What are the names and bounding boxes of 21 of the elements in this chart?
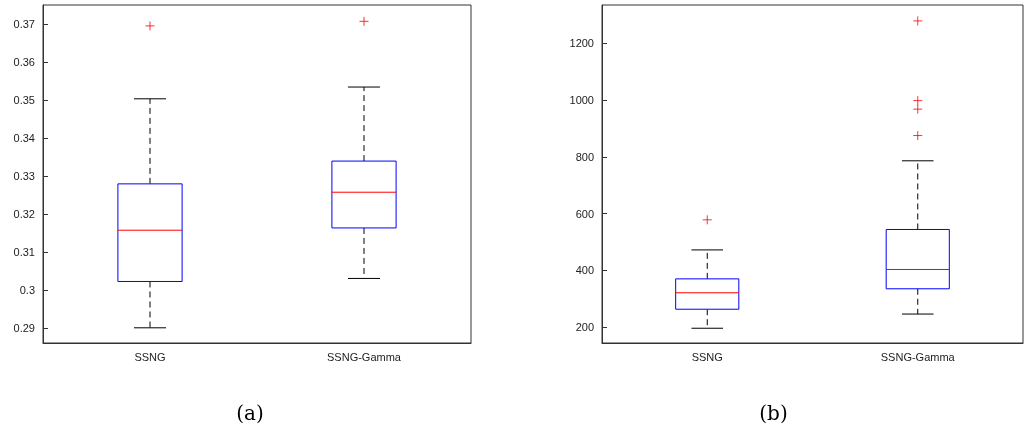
y-tick-label: 0.37 [13,17,35,30]
y-tick-label: 600 [575,207,594,220]
y-tick-label: 0.29 [13,321,35,334]
y-tick-label: 200 [575,321,594,334]
y-tick-label: 1200 [569,37,594,50]
x-tick-label: SSNG [691,350,723,363]
y-tick-label: 0.3 [19,283,35,296]
y-tick-label: 0.31 [13,245,35,258]
y-tick-label: 0.32 [13,207,35,220]
x-tick-label: SSNG-Gamma [880,350,956,363]
y-tick-label: 0.33 [13,169,35,182]
y-tick-label: 0.35 [13,93,35,106]
x-tick-label: SSNG [134,350,166,363]
y-tick-label: 1000 [569,94,594,107]
y-tick-label: 0.34 [13,131,35,144]
text: (a) [236,401,264,425]
y-tick-label: 400 [575,264,594,277]
x-tick-label: SSNG-Gamma [327,350,402,363]
y-tick-label: 800 [575,150,594,163]
text: (b) [759,401,788,425]
y-tick-label: 0.36 [13,55,35,68]
